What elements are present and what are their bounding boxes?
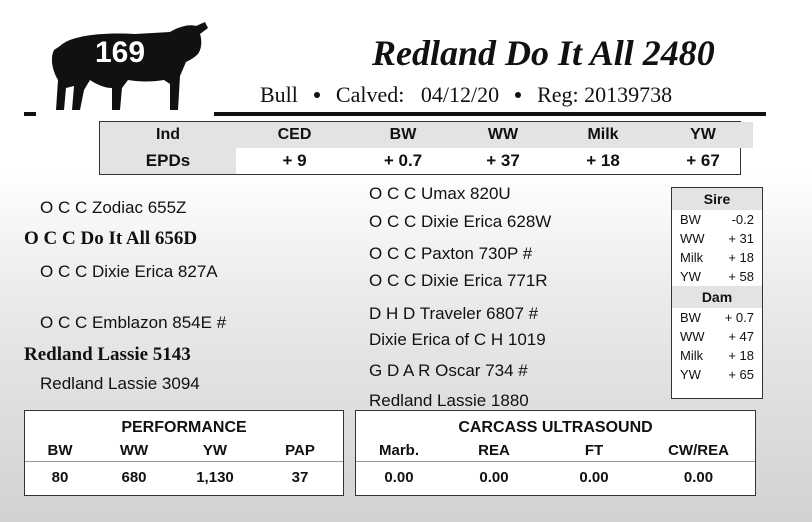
epd-col-ced: CED <box>236 122 353 148</box>
calved-label: Calved: <box>335 82 405 107</box>
performance-columns: BW WW YW PAP <box>25 439 343 461</box>
epd-col-bw: BW <box>353 122 453 148</box>
pedigree-sire: O C C Do It All 656D <box>24 228 198 249</box>
pedigree-dam: Redland Lassie 5143 <box>24 344 191 365</box>
pedigree-sire-sire-dam: O C C Dixie Erica 628W <box>369 212 552 231</box>
carcass-col-ft: FT <box>584 441 604 459</box>
pedigree-dam-sire-dam: Dixie Erica of C H 1019 <box>369 330 546 349</box>
pedigree-sire-dam: O C C Dixie Erica 827A <box>40 262 218 281</box>
performance-value-pap: 37 <box>291 468 309 486</box>
calved-date: 04/12/20 <box>420 82 500 107</box>
sire-epd-header: Sire <box>672 188 762 210</box>
dam-epd-row: BW + 0.7 <box>680 310 754 325</box>
carcass-value-cw-rea: 0.00 <box>683 468 714 486</box>
lot-number: 169 <box>94 36 146 69</box>
dam-epd-row: WW + 47 <box>680 329 754 344</box>
epd-value-ww: + 37 <box>486 151 520 170</box>
sire-epd-row: WW + 31 <box>680 231 754 246</box>
dam-epd-row: YW + 65 <box>680 367 754 382</box>
performance-value-yw: 1,130 <box>196 468 234 486</box>
animal-info-line: Bull Calved: 04/12/20 Reg: 20139738 <box>260 82 672 108</box>
pedigree-dam-dam: Redland Lassie 3094 <box>40 374 200 393</box>
epd-row-label-epds: EPDs <box>100 148 236 174</box>
epd-col-milk: Milk <box>553 122 653 148</box>
sire-epd-row: BW -0.2 <box>680 212 754 227</box>
sire-dam-epd-box: Sire BW -0.2 WW + 31 Milk + 18 YW + 58 Dam B… <box>671 187 763 399</box>
performance-value-ww: 680 <box>121 468 147 486</box>
epd-value-ced: + 9 <box>282 151 307 170</box>
reg-label: Reg: <box>537 82 579 107</box>
sex-label: Bull <box>260 82 298 107</box>
carcass-columns: Marb. REA FT CW/REA <box>356 439 755 461</box>
carcass-col-marb: Marb. <box>378 441 419 459</box>
performance-value-bw: 80 <box>51 468 69 486</box>
sire-epd-row: YW + 58 <box>680 269 754 284</box>
performance-col-bw: BW <box>47 441 73 459</box>
epd-value-milk: + 18 <box>586 151 620 170</box>
performance-col-yw: YW <box>202 441 228 459</box>
carcass-col-rea: REA <box>478 441 510 459</box>
performance-box: PERFORMANCE BW WW YW PAP 80 680 1,130 37 <box>24 410 344 496</box>
performance-col-pap: PAP <box>285 441 315 459</box>
pedigree-sire-sire: O C C Zodiac 655Z <box>40 198 187 217</box>
pedigree-sire-sire-sire: O C C Umax 820U <box>369 184 511 203</box>
carcass-value-ft: 0.00 <box>579 468 609 486</box>
performance-title: PERFORMANCE <box>121 419 247 436</box>
performance-values: 80 680 1,130 37 <box>25 461 343 492</box>
carcass-title: CARCASS ULTRASOUND <box>458 419 653 436</box>
pedigree-dam-dam-sire: G D A R Oscar 734 # <box>369 361 528 380</box>
pedigree-dam-sire-sire: D H D Traveler 6807 # <box>369 304 539 323</box>
carcass-value-rea: 0.00 <box>479 468 509 486</box>
carcass-values: 0.00 0.00 0.00 0.00 <box>356 461 755 492</box>
bull-silhouette-icon <box>40 18 210 118</box>
separator-dot <box>515 92 522 99</box>
animal-name-title: Redland Do It All 2480 <box>372 33 715 73</box>
epd-value-bw: + 0.7 <box>383 151 423 170</box>
epd-col-yw: YW <box>653 122 753 148</box>
carcass-col-cw-rea: CW/REA <box>668 441 729 459</box>
epd-value-yw: + 67 <box>686 151 720 170</box>
pedigree-dam-sire: O C C Emblazon 854E # <box>40 313 227 332</box>
dam-epd-header: Dam <box>672 286 762 308</box>
pedigree-sire-dam-dam: O C C Dixie Erica 771R <box>369 271 548 290</box>
sire-epd-row: Milk + 18 <box>680 250 754 265</box>
dam-epd-row: Milk + 18 <box>680 348 754 363</box>
pedigree-sire-dam-sire: O C C Paxton 730P # <box>369 244 533 263</box>
carcass-value-marb: 0.00 <box>384 468 414 486</box>
separator-dot <box>313 92 320 99</box>
header-divider <box>214 112 766 116</box>
epd-col-ww: WW <box>453 122 553 148</box>
epd-row-label-ind: Ind <box>100 122 236 148</box>
performance-col-ww: WW <box>119 441 149 459</box>
epd-table: Ind CED BW WW Milk YW EPDs + 9 + 0.7 + 3… <box>99 121 753 175</box>
reg-number: 20139738 <box>584 82 673 107</box>
header-divider-left <box>24 112 36 116</box>
pedigree-dam-dam-dam: Redland Lassie 1880 <box>369 391 529 410</box>
carcass-ultrasound-box: CARCASS ULTRASOUND Marb. REA FT CW/REA 0… <box>355 410 756 496</box>
